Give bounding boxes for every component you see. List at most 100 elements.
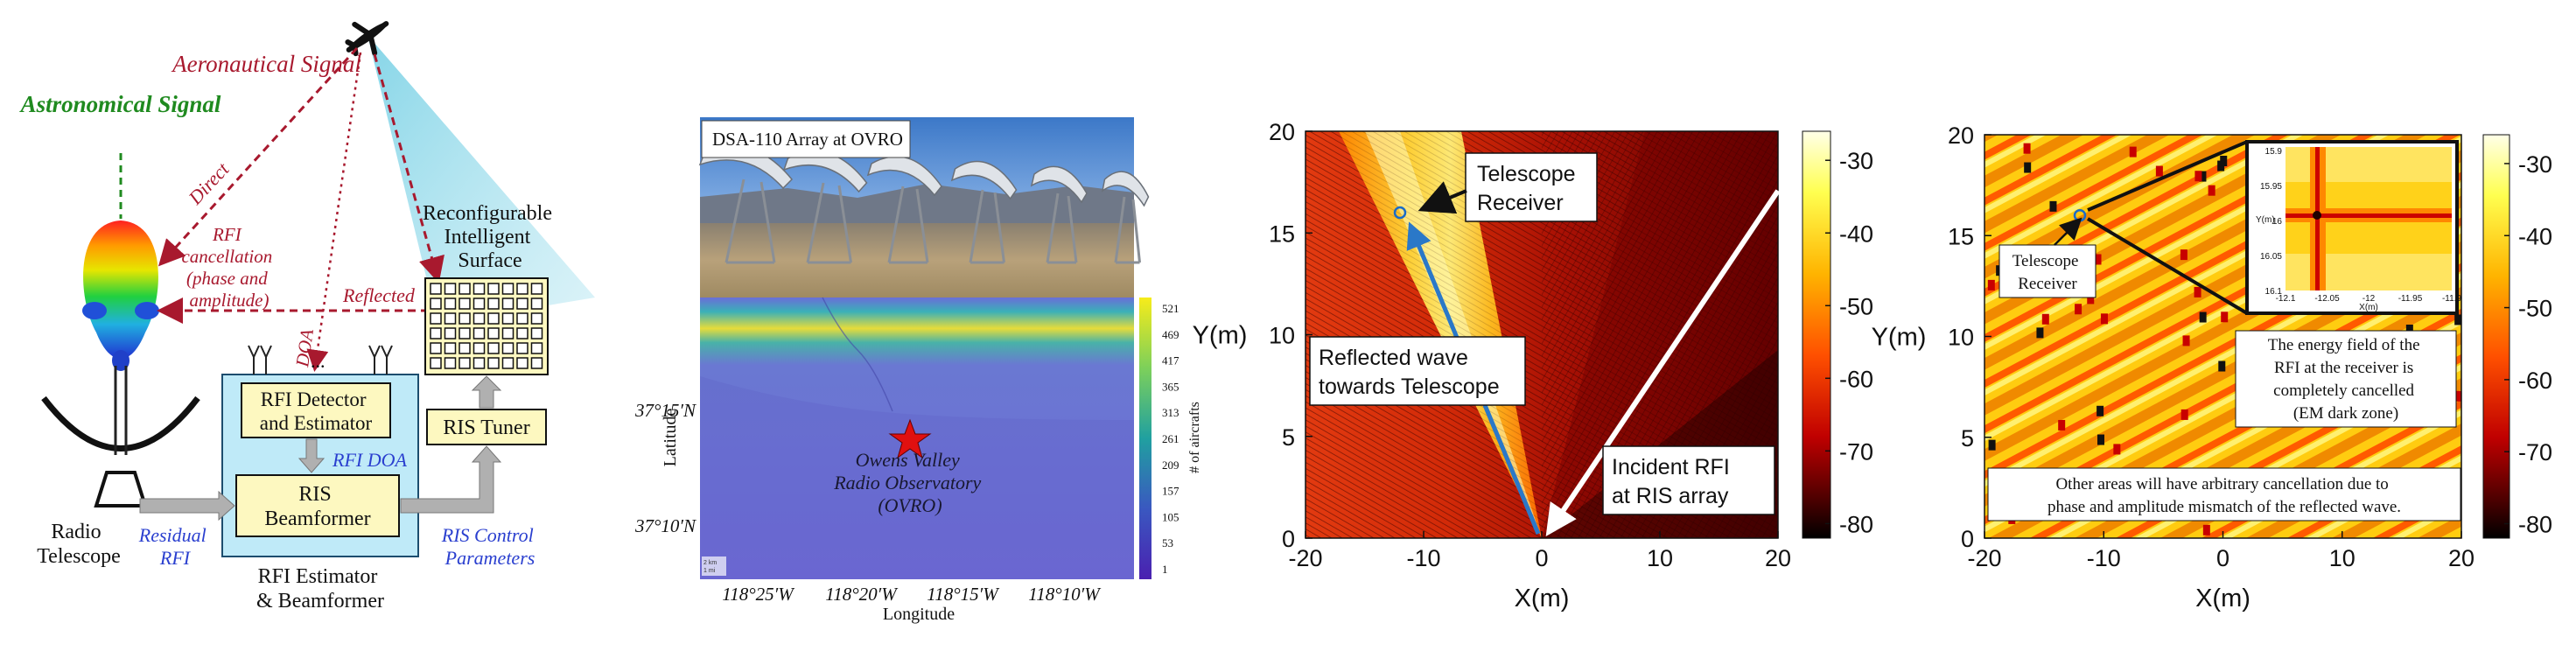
ris-element	[444, 357, 457, 369]
aircraft-colorbar-tick: 417	[1162, 354, 1180, 368]
heatmap2-x-tick: -10	[2087, 545, 2121, 571]
dish-mount	[806, 182, 852, 264]
aircraft-colorbar-tick: 1	[1162, 563, 1168, 576]
speckle	[2221, 312, 2229, 323]
inset-x-label: X(m)	[2359, 303, 2378, 312]
heatmap2-colorbar-tick: -40	[2518, 223, 2552, 249]
rfi-cancellation-label: RFI cancellation (phase and amplitude)	[181, 224, 276, 311]
heatmap2-colorbar-tick: -70	[2518, 439, 2552, 466]
speckle	[2199, 312, 2207, 323]
aircraft-beam-cone	[368, 35, 595, 324]
inset-y-tick: 15.95	[2260, 182, 2282, 192]
inset-x-tick: -11.95	[2398, 294, 2423, 304]
inset-connector-top	[2087, 140, 2248, 212]
lon-tick-1: 118°20′W	[825, 584, 899, 605]
aircraft-colorbar-ticks: 521 469 417 365 313 261 209 157 105 53 1	[1162, 302, 1180, 576]
ris-element	[444, 312, 457, 325]
inset-y-tick: 16	[2272, 217, 2283, 227]
ris-element	[516, 327, 528, 340]
sidelobe-left	[82, 302, 107, 319]
ovro-star-marker	[888, 418, 932, 459]
ris-element	[516, 283, 528, 295]
energy-note-label: The energy field of the RFI at the recei…	[2268, 336, 2425, 423]
reflected-wave-box	[1309, 336, 1526, 406]
speckle	[2049, 200, 2057, 212]
heatmap2-x-tick: 10	[2329, 545, 2356, 571]
ris-element	[458, 283, 471, 295]
ris-element	[516, 342, 528, 354]
doa-signal-arrow	[306, 52, 362, 372]
speckle	[2194, 286, 2202, 298]
aircraft-colorbar-label: # of aircrafts	[1187, 402, 1202, 473]
heatmap2-colorbar-tick: -60	[2518, 368, 2552, 394]
ris-element	[530, 342, 543, 354]
ris-element	[458, 342, 471, 354]
heatmap1-colorbar-ticks: -30 -40 -50 -60 -70 -80	[1825, 148, 1873, 537]
ris-element	[516, 298, 528, 310]
heatmap-before-panel: -20 -10 0 10 20 0 5 10 15 20 X(m) Y(m) Telescope Re…	[1193, 119, 1873, 612]
reflected-wave-label: Reflected wave towards Telescope	[1319, 346, 1500, 399]
ris-tuner-box	[426, 409, 547, 445]
residual-rfi-arrow	[139, 490, 235, 522]
map-scale-box	[702, 556, 726, 576]
dish-mount	[887, 186, 929, 264]
ris-element	[530, 357, 543, 369]
heatmap1-y-label: Y(m)	[1193, 322, 1248, 350]
aircraft-icon	[345, 21, 389, 57]
ris-element	[472, 298, 486, 310]
speckle	[2129, 146, 2137, 158]
heatmap2-y-tick: 15	[1948, 223, 1974, 249]
telescope-beam-lobe	[83, 220, 158, 359]
speckle	[2100, 313, 2108, 325]
dsa110-photo: DSA-110 Array at OVRO	[698, 117, 1150, 298]
lon-tick-2: 118°15′W	[927, 584, 1000, 605]
heatmap1-x-tick: 10	[1647, 545, 1673, 571]
ris-element	[501, 298, 514, 310]
heatmap2-y-tick: 5	[1961, 425, 1974, 452]
dish-mount	[724, 178, 776, 264]
ris-element	[430, 327, 442, 340]
astronomical-signal-label: Astronomical Signal	[19, 91, 221, 117]
ris-element	[487, 357, 500, 369]
heatmap2-axes: -20 -10 0 10 20 0 5 10 15 20 X(m) Y(m)	[1872, 122, 2474, 612]
dish-mount	[969, 189, 1005, 264]
heatmap1-axes: -20 -10 0 10 20 0 5 10 15 20 X(m) Y(m)	[1193, 119, 1791, 612]
ris-element	[472, 357, 486, 369]
dish	[950, 160, 1018, 200]
ris-element	[430, 342, 442, 354]
ris-element	[501, 327, 514, 340]
ris-element	[516, 312, 528, 325]
ris-element	[530, 327, 543, 340]
incident-rfi-label: Incident RFI at RIS array	[1612, 455, 1736, 508]
longitude-axis-label: Longitude	[883, 605, 955, 624]
array-antennas	[248, 345, 393, 374]
incident-rfi-box	[1602, 445, 1775, 515]
ris-element	[430, 357, 442, 369]
inset-x-tick: -11.9	[2442, 294, 2461, 304]
telescope-receiver-box-2	[1998, 244, 2096, 298]
heatmap1-y-tick: 10	[1269, 323, 1295, 349]
speckle	[2036, 327, 2044, 339]
heatmap2-x-label: X(m)	[2195, 584, 2250, 612]
heatmap2-colorbar-tick: -80	[2518, 512, 2552, 538]
speckle	[1988, 439, 1996, 451]
inset-axes: -12.1 -12.05 -12 -11.95 -11.9 15.9 15.95 16 16.0…	[2256, 147, 2461, 312]
speckle	[2113, 444, 2121, 455]
ris-element	[530, 298, 543, 310]
ris-element	[430, 283, 442, 295]
heatmap2-x-tick: 20	[2448, 545, 2474, 571]
inset-y-tick: 15.9	[2265, 147, 2283, 157]
reflected-label: Reflected	[342, 284, 416, 306]
heatmap1-receiver-marker	[1393, 206, 1407, 220]
speckle	[2180, 249, 2188, 261]
radio-telescope-dish	[41, 396, 200, 452]
aeronautical-signal-label: Aeronautical Signal	[171, 51, 361, 77]
heatmap1-x-tick: -20	[1288, 545, 1322, 571]
heatmap1-x-tick: 20	[1765, 545, 1791, 571]
heatmap1-y-tick: 0	[1282, 526, 1295, 552]
speckle	[2096, 405, 2104, 416]
ris-element	[458, 298, 471, 310]
ris-element	[430, 312, 442, 325]
beamformer-to-tuner-arrow	[400, 445, 502, 514]
aircraft-colorbar-tick: 209	[1162, 458, 1180, 472]
